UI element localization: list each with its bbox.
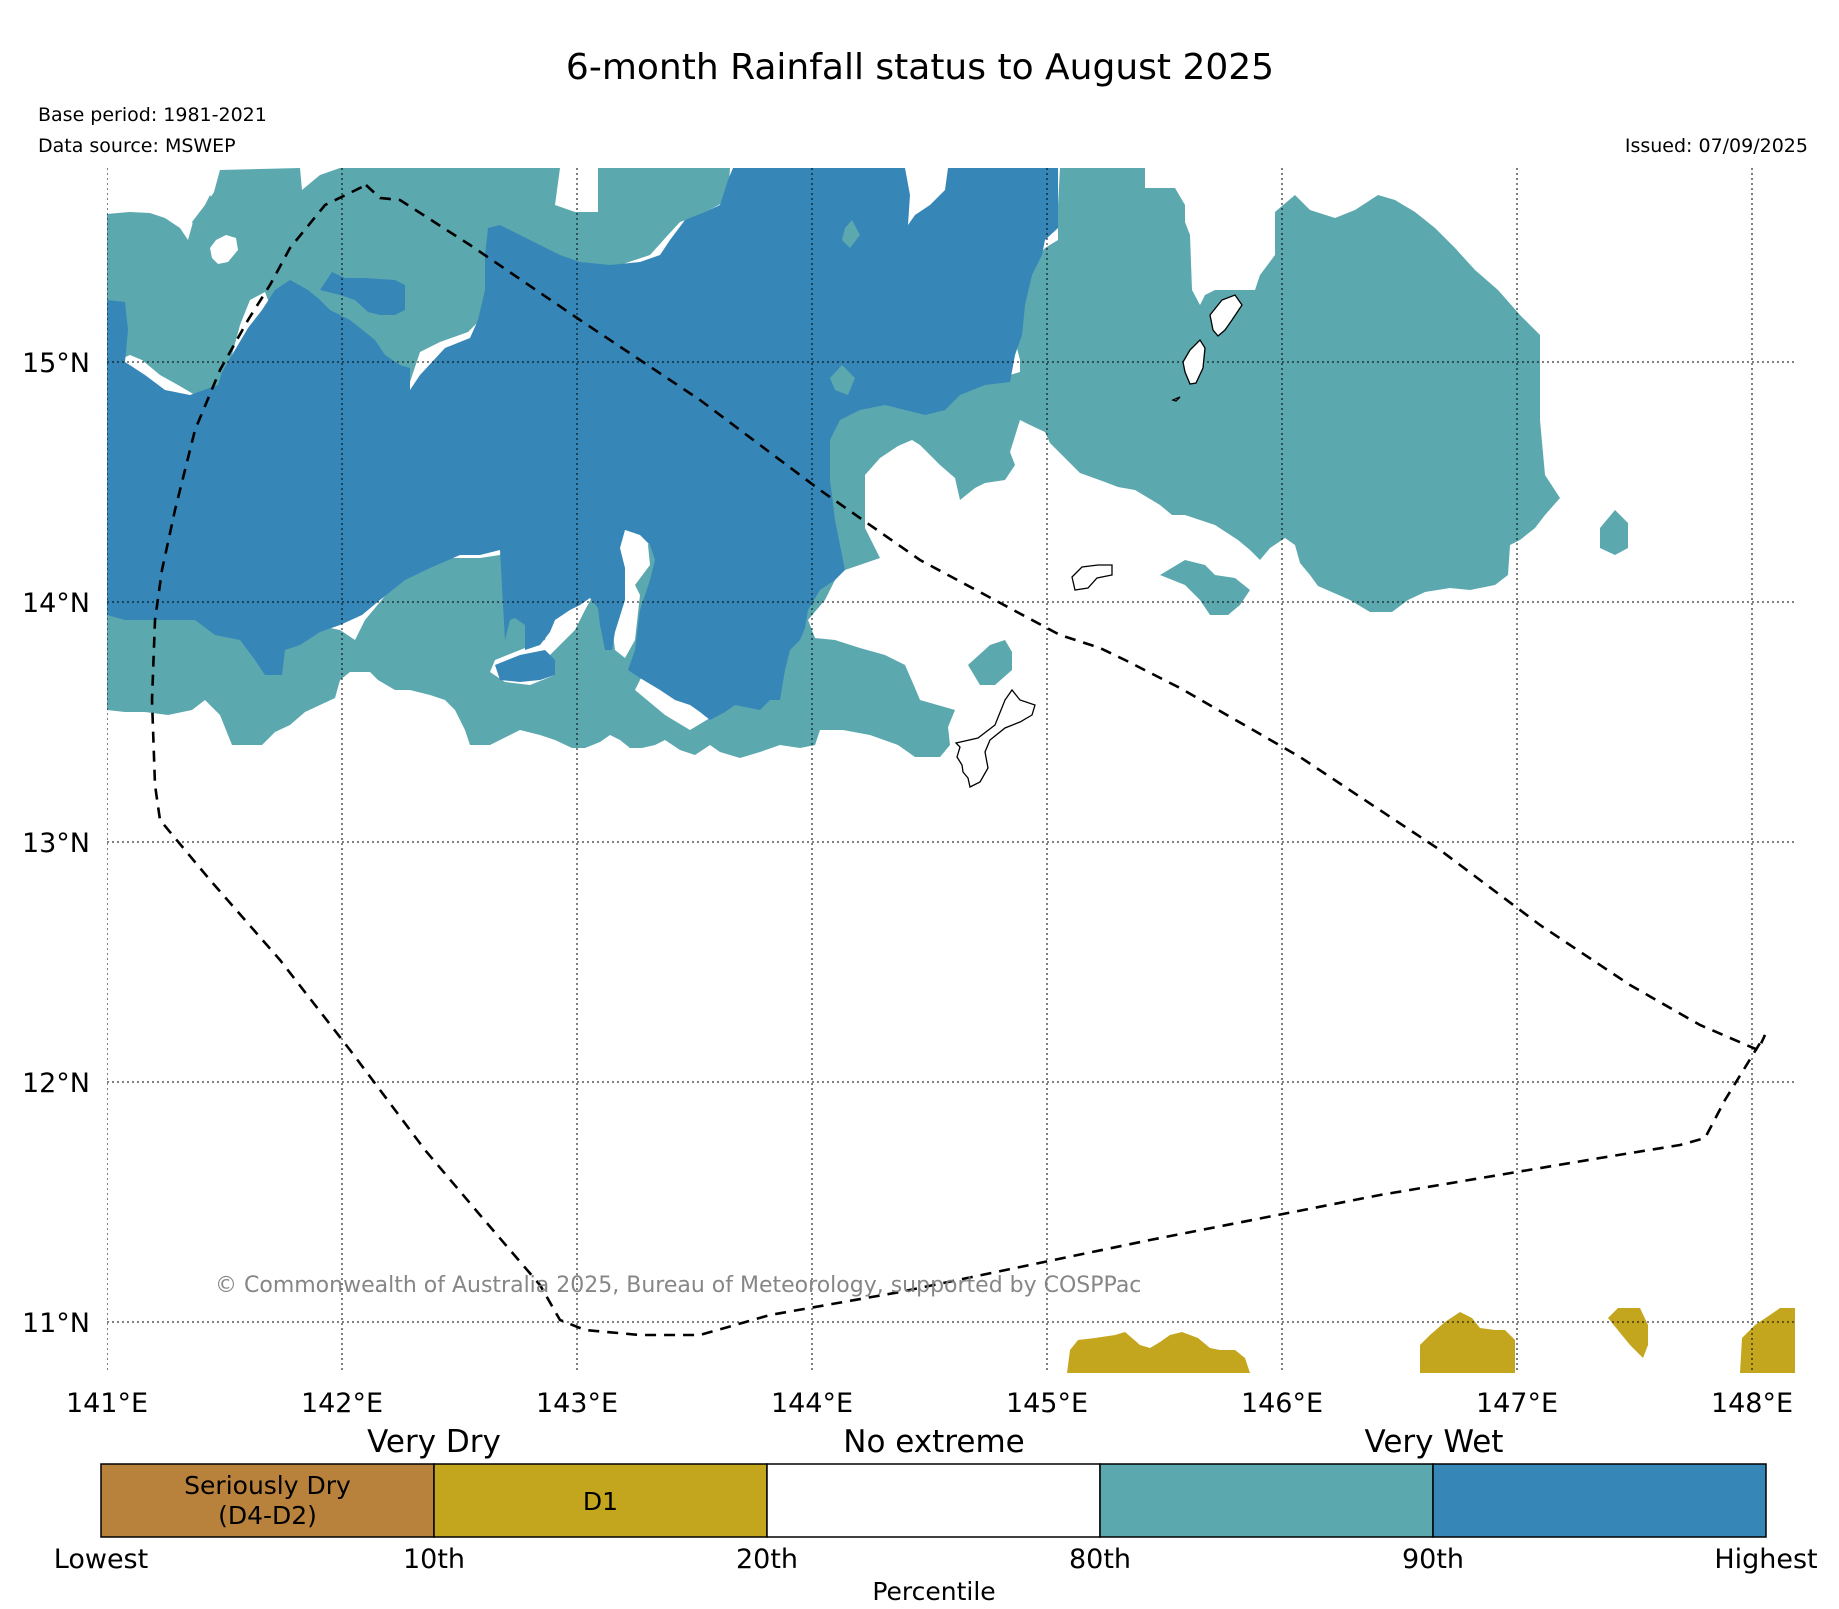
wet-80-90-patch-guam-north [968,640,1012,685]
very-wet-90-region [107,168,1058,720]
issued-date: Issued: 07/09/2025 [1625,135,1808,157]
lon-tick-label: 143°E [536,1388,618,1419]
lat-tick-label: 14°N [22,588,90,619]
map-panel: © Commonwealth of Australia 2025, Bureau… [107,168,1795,1373]
d1-dry-patch-4 [1740,1308,1795,1373]
legend-box-sublabel: (D4-D2) [218,1501,317,1530]
very-wet-90-patch-north [320,272,405,315]
legend-tick-label: 20th [736,1544,798,1575]
rota-island-outline [1071,564,1113,591]
lat-tick-label: 13°N [22,828,90,859]
legend-group-very-dry: Very Dry [367,1424,501,1460]
lon-tick-label: 147°E [1476,1388,1558,1419]
no-extreme-hole-top [210,235,238,264]
legend-group-very-wet: Very Wet [1365,1424,1504,1460]
lat-tick-label: 12°N [22,1068,90,1099]
lon-tick-label: 148°E [1711,1388,1793,1419]
legend-tick-label: 90th [1402,1544,1464,1575]
very-wet-90-patch-teal-hole-2 [830,365,855,395]
legend-group-no-extreme: No extreme [843,1424,1024,1460]
legend-tick-label: Lowest [54,1544,148,1575]
legend-box-very-wet-90 [1432,1463,1767,1538]
wet-80-90-patch-saipan [1160,560,1250,615]
region-boundary-dashed [150,184,1767,1337]
very-wet-90-patch-south [495,650,555,682]
legend-axis-label: Percentile [872,1577,995,1606]
legend-box-label: D1 [583,1487,618,1516]
very-wet-90-patch-teal-hole-3 [412,668,422,683]
wet-80-90-region [107,168,1560,758]
d1-dry-patch-2 [1420,1312,1515,1373]
legend-percentile-ticks: Lowest 10th 20th 80th 90th Highest [54,1544,1818,1575]
saipan-island-outline [1209,294,1243,337]
longitude-tick-labels: 141°E 142°E 143°E 144°E 145°E 146°E 147°E 148°E [66,1388,1793,1419]
aguijan-island-outline [1171,396,1181,402]
copyright-watermark: © Commonwealth of Australia 2025, Bureau… [215,1273,1141,1298]
legend-tick-label: Highest [1714,1544,1817,1575]
legend-box-wet-80-90 [1099,1463,1434,1538]
data-source: Data source: MSWEP [38,135,236,157]
legend-color-bar: Seriously Dry(D4-D2) D1 [100,1463,1767,1538]
figure-title: 6-month Rainfall status to August 2025 [566,47,1274,88]
legend-box-seriously-dry [100,1463,435,1538]
legend-box-label: Seriously Dry [184,1471,351,1500]
legend: Very Dry No extreme Very Wet Seriously D… [54,1424,1818,1606]
d1-dry-patch-3 [1608,1308,1648,1358]
very-wet-90-patch-teal-hole-1 [842,220,860,248]
latitude-tick-labels: 15°N 14°N 13°N 12°N 11°N [22,348,90,1339]
lon-tick-label: 146°E [1241,1388,1323,1419]
lat-tick-label: 15°N [22,348,90,379]
legend-box-no-extreme [766,1463,1101,1538]
d1-dry-patch-1 [1067,1332,1250,1373]
legend-tick-label: 80th [1069,1544,1131,1575]
legend-tick-label: 10th [403,1544,465,1575]
tinian-island-outline [1182,338,1206,385]
gridlines [107,168,1795,1373]
lon-tick-label: 145°E [1006,1388,1088,1419]
base-period: Base period: 1981-2021 [38,104,267,126]
lon-tick-label: 141°E [66,1388,148,1419]
lon-tick-label: 144°E [771,1388,853,1419]
guam-island-outline [954,688,1036,788]
lon-tick-label: 142°E [301,1388,383,1419]
lat-tick-label: 11°N [22,1308,90,1339]
wet-80-90-patch-east-small [1600,510,1628,555]
